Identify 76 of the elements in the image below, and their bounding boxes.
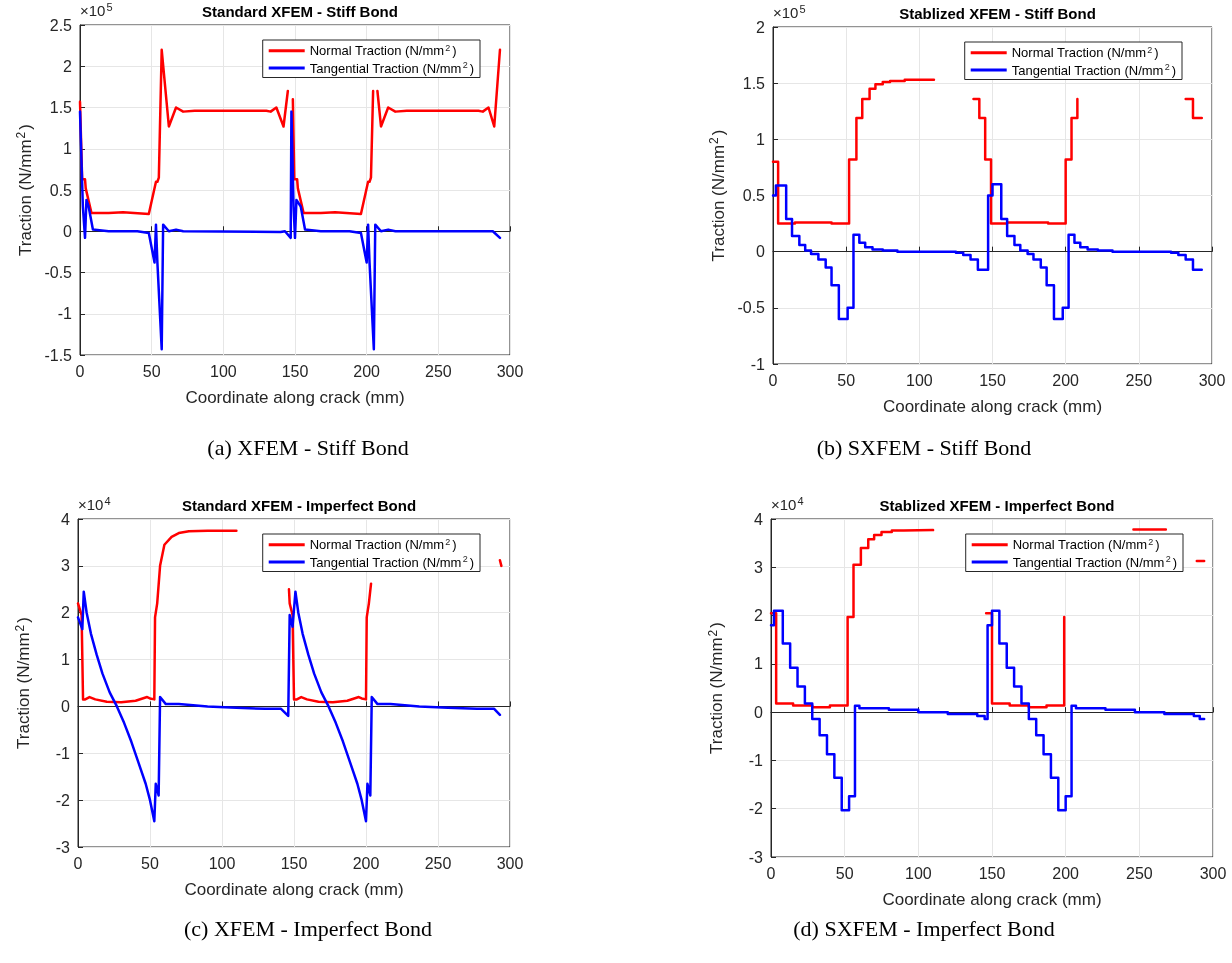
x-tick-label: 100	[208, 854, 236, 872]
y-tick-label: -2	[748, 800, 764, 818]
x-axis-title: Coordinate along crack (mm)	[882, 397, 1103, 416]
line-series	[76, 590, 502, 823]
y-tick-label: 3	[61, 557, 71, 575]
y-tick-label: 0	[754, 703, 764, 721]
x-tick-label: 300	[1199, 864, 1227, 882]
x-tick-label: 300	[496, 854, 524, 872]
y-tick-label: -1	[55, 744, 71, 762]
text: (a) XFEM - Stiff Bond	[207, 434, 409, 460]
x-tick-label: 100	[904, 864, 932, 882]
x-tick-label: 300	[496, 362, 524, 380]
x-axis-title: Coordinate along crack (mm)	[185, 388, 405, 407]
y-axis-title: Traction (N/mm2)	[705, 622, 727, 754]
y-tick-label: 1	[756, 130, 766, 148]
y-tick-label: 1	[63, 140, 73, 158]
x-tick-label: 200	[352, 854, 380, 872]
x-axis-title: Coordinate along crack (mm)	[882, 890, 1102, 909]
x-tick-label: 250	[1125, 371, 1153, 389]
y-axis-title: Traction (N/mm2)	[13, 124, 35, 256]
line-series	[78, 110, 502, 351]
y-axis-title: Traction (N/mm2)	[706, 129, 728, 262]
x-tick-label: 50	[837, 371, 856, 389]
y-tick-label: 0	[61, 697, 71, 715]
chart-title: Stablized XFEM - Imperfect Bond	[879, 497, 1115, 514]
x-tick-label: 150	[281, 362, 309, 380]
y-tick-label: 3	[754, 558, 764, 576]
y-tick-label: -1	[750, 355, 766, 373]
x-tick-label: 100	[905, 371, 933, 389]
x-tick-label: 150	[280, 854, 308, 872]
y-tick-label: 2	[61, 604, 71, 622]
y-tick-label: 0	[63, 222, 73, 240]
chart-title: Standard XFEM - Imperfect Bond	[181, 497, 417, 514]
y-axis-title: Traction (N/mm2)	[12, 617, 34, 749]
y-tick-label: 1.5	[49, 99, 73, 116]
text: (b) SXFEM - Stiff Bond	[816, 434, 1032, 460]
x-tick-label: 100	[209, 362, 237, 380]
y-tick-label: -1.5	[44, 346, 73, 364]
y-tick-label: 4	[754, 510, 764, 528]
y-tick-label: 0.5	[49, 181, 73, 199]
x-tick-label: 200	[1052, 864, 1080, 882]
x-tick-label: 50	[141, 854, 159, 872]
text: (d) SXFEM - Imperfect Bond	[793, 915, 1055, 941]
y-tick-label: 4	[61, 510, 71, 528]
text: (c) XFEM - Imperfect Bond	[183, 915, 433, 941]
x-tick-label: 150	[978, 864, 1006, 882]
x-tick-label: 50	[142, 362, 161, 380]
x-tick-label: 250	[424, 854, 452, 872]
x-tick-label: 150	[979, 371, 1006, 389]
x-axis-title: Coordinate along crack (mm)	[184, 880, 404, 899]
y-tick-label: 2	[754, 607, 764, 625]
x-tick-label: 200	[353, 362, 381, 380]
y-tick-label: 2.5	[49, 16, 73, 34]
y-tick-label: -3	[55, 838, 71, 856]
x-tick-label: 300	[1198, 371, 1226, 389]
y-tick-label: 0	[756, 243, 766, 261]
y-tick-label: 0.5	[742, 187, 766, 204]
y-tick-label: -3	[748, 848, 764, 866]
x-tick-label: 50	[835, 864, 854, 882]
chart-title: Stablized XFEM - Stiff Bond	[899, 5, 1096, 22]
y-tick-label: 1.5	[742, 74, 766, 92]
x-tick-label: 250	[1125, 864, 1153, 882]
y-tick-label: -1	[748, 751, 764, 769]
y-tick-label: -0.5	[44, 264, 73, 281]
y-tick-label: -0.5	[737, 299, 766, 317]
x-tick-label: 0	[75, 362, 85, 380]
y-tick-label: 2	[756, 18, 766, 36]
y-tick-label: 1	[754, 655, 764, 673]
x-tick-label: 0	[768, 371, 778, 389]
y-tick-label: -1	[57, 305, 73, 323]
x-tick-label: 200	[1052, 371, 1080, 389]
x-tick-label: 250	[424, 362, 452, 380]
y-tick-label: 2	[63, 57, 73, 75]
y-tick-label: -2	[55, 791, 71, 809]
y-tick-label: 1	[61, 651, 71, 669]
chart-title: Standard XFEM - Stiff Bond	[202, 3, 398, 20]
